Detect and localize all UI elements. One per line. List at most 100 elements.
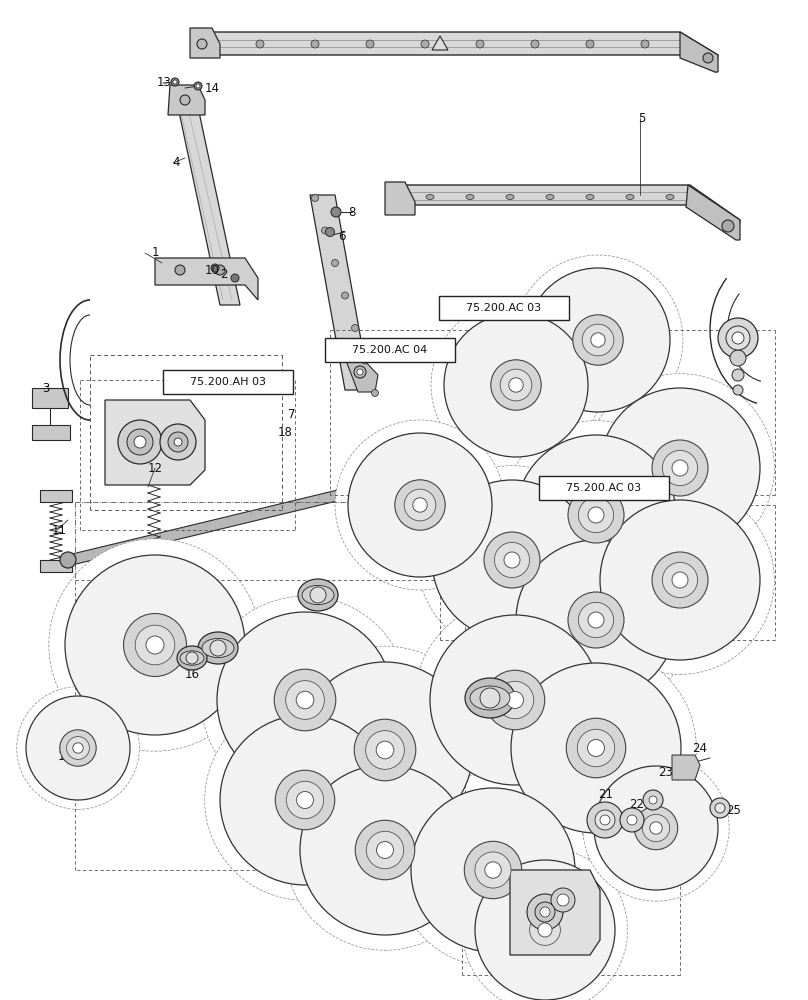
Circle shape [297, 792, 314, 808]
Circle shape [557, 894, 569, 906]
Circle shape [415, 600, 616, 800]
Circle shape [366, 731, 404, 769]
Circle shape [361, 357, 368, 364]
Circle shape [586, 486, 774, 674]
Circle shape [146, 636, 164, 654]
Circle shape [215, 265, 225, 275]
Circle shape [643, 790, 663, 810]
Circle shape [496, 681, 534, 719]
Circle shape [431, 300, 601, 470]
Circle shape [276, 770, 335, 830]
Circle shape [462, 847, 628, 1000]
Circle shape [566, 718, 625, 778]
Circle shape [520, 906, 570, 954]
Circle shape [527, 894, 563, 930]
Circle shape [538, 923, 552, 937]
Text: 10: 10 [205, 263, 220, 276]
Polygon shape [195, 32, 718, 72]
Circle shape [124, 613, 187, 676]
Text: 1: 1 [152, 246, 159, 259]
Circle shape [311, 40, 319, 48]
Circle shape [127, 429, 153, 455]
Circle shape [217, 612, 393, 788]
Circle shape [540, 907, 550, 917]
Text: 75.200.AC 03: 75.200.AC 03 [566, 483, 642, 493]
Text: 75.200.AH 03: 75.200.AH 03 [190, 377, 266, 387]
Ellipse shape [666, 194, 674, 200]
Circle shape [281, 646, 489, 854]
Text: 19: 19 [58, 750, 73, 764]
Polygon shape [32, 388, 68, 408]
Circle shape [300, 765, 470, 935]
Circle shape [652, 440, 708, 496]
Circle shape [351, 324, 359, 332]
Circle shape [586, 40, 594, 48]
Ellipse shape [465, 678, 515, 718]
Text: 24: 24 [692, 742, 707, 754]
Circle shape [485, 862, 501, 878]
Ellipse shape [180, 651, 204, 665]
Circle shape [377, 842, 393, 858]
Circle shape [595, 810, 615, 830]
Circle shape [418, 466, 606, 654]
Polygon shape [510, 870, 600, 955]
Circle shape [256, 40, 264, 48]
Circle shape [594, 766, 718, 890]
Circle shape [650, 822, 663, 834]
Circle shape [174, 438, 182, 446]
Circle shape [134, 436, 146, 448]
Circle shape [600, 500, 760, 660]
Circle shape [531, 40, 539, 48]
Polygon shape [105, 400, 205, 485]
Polygon shape [432, 36, 448, 50]
Circle shape [726, 326, 750, 350]
Circle shape [551, 888, 575, 912]
Circle shape [432, 480, 592, 640]
Polygon shape [68, 440, 548, 565]
Text: 25: 25 [726, 804, 741, 816]
Circle shape [480, 688, 500, 708]
Circle shape [500, 369, 532, 401]
Circle shape [331, 207, 341, 217]
Circle shape [730, 350, 746, 366]
Ellipse shape [586, 194, 594, 200]
Circle shape [60, 552, 76, 568]
Circle shape [322, 227, 329, 234]
Polygon shape [190, 28, 220, 58]
Circle shape [502, 526, 690, 714]
Ellipse shape [302, 585, 334, 605]
Circle shape [220, 715, 390, 885]
Circle shape [312, 194, 318, 202]
Text: 11: 11 [52, 524, 67, 536]
Circle shape [591, 333, 605, 347]
Circle shape [475, 852, 511, 888]
Text: 5: 5 [638, 111, 646, 124]
FancyBboxPatch shape [539, 476, 669, 500]
Polygon shape [310, 195, 370, 390]
Text: 12: 12 [148, 462, 163, 475]
Circle shape [326, 228, 335, 236]
Ellipse shape [626, 194, 634, 200]
Circle shape [484, 532, 540, 588]
Circle shape [197, 39, 207, 49]
Text: 21: 21 [598, 788, 613, 802]
Circle shape [286, 681, 324, 719]
Text: 3: 3 [42, 381, 49, 394]
Circle shape [60, 730, 96, 766]
Circle shape [504, 552, 520, 568]
Circle shape [495, 648, 696, 848]
Circle shape [579, 497, 613, 533]
Circle shape [641, 40, 649, 48]
Ellipse shape [426, 194, 434, 200]
Circle shape [529, 915, 561, 945]
Circle shape [284, 750, 486, 950]
Circle shape [652, 552, 708, 608]
Circle shape [672, 460, 688, 476]
Circle shape [490, 360, 541, 410]
Circle shape [331, 259, 339, 266]
Circle shape [507, 692, 524, 708]
Circle shape [168, 432, 188, 452]
Text: 75.200.AC 04: 75.200.AC 04 [352, 345, 427, 355]
Polygon shape [40, 560, 72, 572]
Circle shape [173, 80, 177, 84]
